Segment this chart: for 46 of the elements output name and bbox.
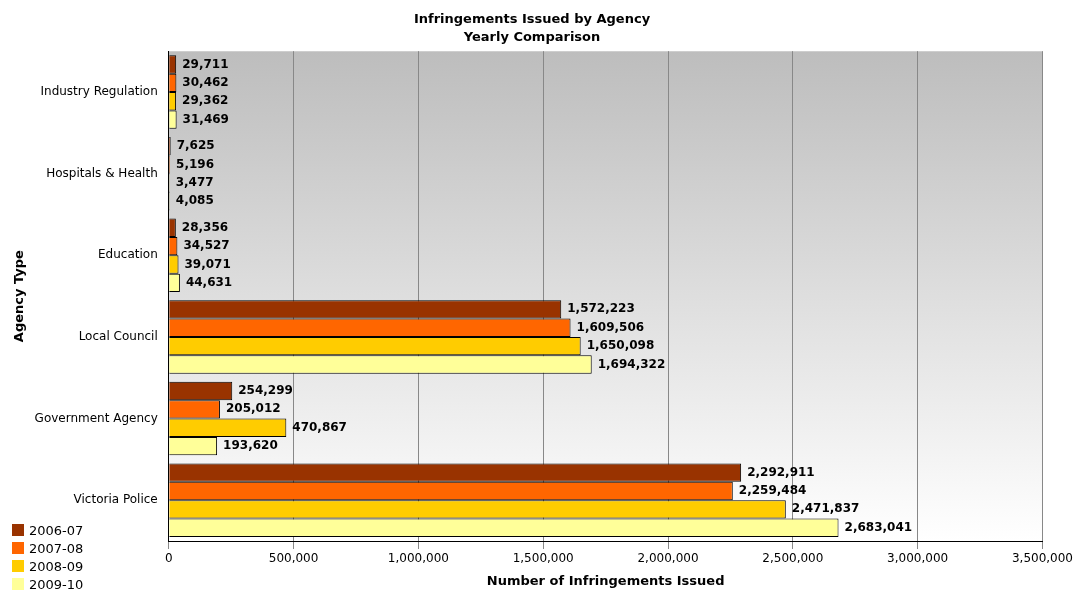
x-tick-label: 3,500,000 <box>1011 551 1073 566</box>
legend-label: 2008-09 <box>29 558 84 574</box>
data-label: 5,196 <box>176 156 215 171</box>
y-tick-label: Industry Regulation <box>40 84 158 99</box>
data-label: 1,609,506 <box>576 319 645 334</box>
y-axis-title: Agency Type <box>11 249 27 343</box>
data-label: 470,867 <box>292 419 347 434</box>
y-tick-label: Government Agency <box>34 410 158 425</box>
x-axis-title: Number of Infringements Issued <box>486 572 725 588</box>
data-label: 254,299 <box>238 383 293 398</box>
x-tick-label: 3,000,000 <box>887 551 949 566</box>
x-tick-label: 2,000,000 <box>637 551 699 566</box>
data-label: 31,469 <box>182 111 229 126</box>
x-tick-label: 1,500,000 <box>512 551 574 566</box>
data-label: 39,071 <box>184 256 231 271</box>
data-label: 3,477 <box>175 174 214 189</box>
x-tick-label: 500,000 <box>268 551 319 566</box>
data-label: 30,462 <box>182 74 229 89</box>
x-tick-label: 1,000,000 <box>387 551 449 566</box>
y-tick-label: Hospitals & Health <box>46 165 158 180</box>
data-label: 28,356 <box>181 219 229 234</box>
y-tick-label: Education <box>98 247 158 262</box>
chart-subtitle: Yearly Comparison <box>462 28 601 44</box>
y-tick-label: Victoria Police <box>73 492 158 507</box>
data-label: 2,259,484 <box>738 483 807 498</box>
data-label: 1,650,098 <box>586 338 655 353</box>
y-tick-label: Local Council <box>78 329 158 344</box>
data-label: 2,471,837 <box>791 501 860 516</box>
data-label: 2,683,041 <box>844 519 913 534</box>
x-tick-label: 0 <box>164 551 173 566</box>
data-label: 34,527 <box>183 238 230 253</box>
data-label: 193,620 <box>223 438 278 453</box>
data-label: 44,631 <box>185 274 233 289</box>
legend-label: 2007-08 <box>29 540 84 556</box>
data-label: 1,572,223 <box>567 301 635 316</box>
data-label: 1,694,322 <box>597 356 666 371</box>
legend-label: 2009-10 <box>29 576 84 592</box>
chart-title: Infringements Issued by Agency <box>413 11 651 27</box>
legend-label: 2006-07 <box>29 522 84 538</box>
data-label: 205,012 <box>225 401 281 416</box>
x-tick-label: 2,500,000 <box>762 551 824 566</box>
data-label: 7,625 <box>176 138 215 153</box>
data-label: 29,362 <box>182 93 229 108</box>
data-label: 4,085 <box>175 193 214 208</box>
data-label: 2,292,911 <box>747 464 815 479</box>
data-label: 29,711 <box>182 56 229 71</box>
